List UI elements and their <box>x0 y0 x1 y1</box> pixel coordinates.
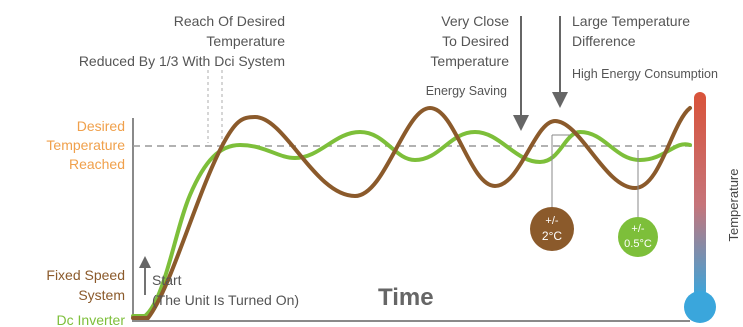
temperature-axis-label: Temperature <box>726 169 741 242</box>
fixed-badge-pm: +/- <box>545 215 558 227</box>
desired-label-1: Desired <box>77 118 125 134</box>
high-energy-label: High Energy Consumption <box>572 67 718 81</box>
inverter-tolerance-badge <box>618 217 658 257</box>
inverter-badge-value: 0.5°C <box>624 238 652 250</box>
energy-saving-label: Energy Saving <box>426 84 507 98</box>
thermometer-bulb <box>684 291 716 323</box>
dc-inverter-curve <box>131 129 692 318</box>
fixed-badge-value: 2°C <box>542 229 562 243</box>
thermometer-tube <box>694 92 706 297</box>
fixed-speed-label-1: Fixed Speed <box>46 267 125 283</box>
start-label-1: Start <box>152 272 182 288</box>
reach-label-2: Temperature <box>206 33 285 49</box>
fixed-tolerance-badge <box>530 207 574 251</box>
time-label: Time <box>378 284 434 311</box>
fixed-speed-curve <box>131 105 692 320</box>
very-close-label-2: To Desired <box>442 33 509 49</box>
large-difference-label-1: Large Temperature <box>572 13 690 29</box>
start-label-2: (The Unit Is Turned On) <box>152 292 299 308</box>
reach-label-1: Reach Of Desired <box>174 13 285 29</box>
fixed-speed-label-2: System <box>78 287 125 303</box>
very-close-label-3: Temperature <box>430 53 509 69</box>
inverter-badge-pm: +/- <box>631 223 644 235</box>
dc-inverter-label: Dc Inverter <box>57 312 126 327</box>
large-difference-label-2: Difference <box>572 33 636 49</box>
very-close-label-1: Very Close <box>441 13 509 29</box>
desired-label-3: Reached <box>69 156 125 172</box>
desired-label-2: Temperature <box>46 137 125 153</box>
reduced-label: Reduced By 1/3 With Dci System <box>79 53 285 69</box>
